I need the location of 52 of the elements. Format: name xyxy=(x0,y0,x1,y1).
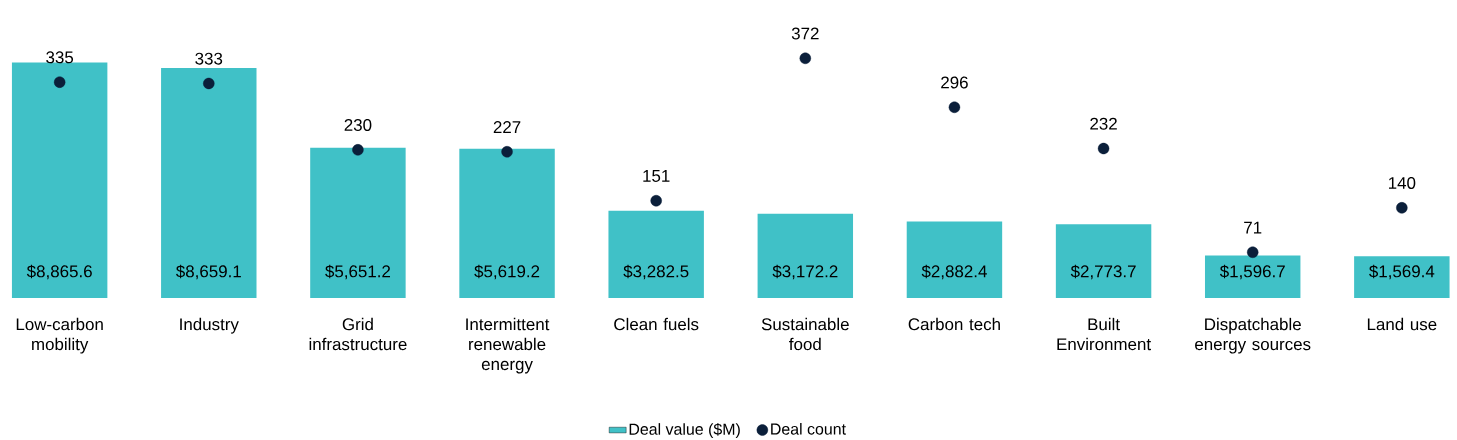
data-label: 151 xyxy=(643,170,670,182)
x-tick-label: Clean fuels xyxy=(614,317,699,331)
point xyxy=(203,77,215,90)
data-label: 372 xyxy=(791,27,819,40)
x-tick-label: Built Environment xyxy=(1057,317,1151,351)
point xyxy=(799,52,812,65)
point xyxy=(501,146,513,158)
data-label: 227 xyxy=(493,121,521,133)
data-label: $1,569.4 xyxy=(1369,264,1435,280)
data-label: 71 xyxy=(1244,221,1262,234)
data-label: $2,882.4 xyxy=(921,264,987,280)
point xyxy=(53,76,66,88)
bar xyxy=(1055,224,1152,298)
x-tick-label: Carbon tech xyxy=(908,317,1000,331)
point xyxy=(948,101,961,113)
x-tick-label: Sustainable food xyxy=(761,317,849,351)
data-label: $3,172.2 xyxy=(772,264,838,280)
point xyxy=(650,195,662,207)
data-label: $3,282.5 xyxy=(623,264,689,280)
data-label: $8,659.1 xyxy=(176,264,241,280)
data-label: 232 xyxy=(1090,117,1117,130)
data-label: $2,773.7 xyxy=(1070,264,1136,280)
legend-label: Deal value ($M) xyxy=(629,422,740,438)
point xyxy=(1396,202,1408,214)
x-tick-label: Industry xyxy=(180,317,239,334)
data-label: $5,619.2 xyxy=(474,264,540,280)
x-tick-label: Grid infrastructure xyxy=(309,317,407,351)
data-label: 140 xyxy=(1389,176,1416,189)
data-label: 230 xyxy=(344,118,372,131)
x-tick-label: Dispatchable energy sources xyxy=(1195,317,1311,354)
bar xyxy=(310,147,406,298)
bar xyxy=(906,221,1003,298)
legend-label: Deal count xyxy=(771,423,846,435)
bar xyxy=(1204,255,1301,298)
bar xyxy=(161,67,257,298)
data-label: 333 xyxy=(195,52,223,65)
bar xyxy=(608,210,704,298)
x-tick-label: Land use xyxy=(1367,317,1437,331)
data-label: $5,651.2 xyxy=(325,264,391,280)
x-tick-label: Low-carbon mobility xyxy=(16,317,103,354)
bar xyxy=(11,62,108,298)
point xyxy=(1247,246,1259,258)
data-label: $1,596.7 xyxy=(1219,264,1285,280)
data-label: 296 xyxy=(941,76,968,89)
data-label: 335 xyxy=(46,51,74,64)
data-label: $8,865.6 xyxy=(26,264,92,280)
x-tick-label: Intermittent renewable energy xyxy=(466,317,550,374)
point xyxy=(352,144,364,156)
bar xyxy=(757,213,854,298)
point xyxy=(1097,142,1110,155)
bar xyxy=(459,148,555,298)
bar xyxy=(1354,256,1450,298)
